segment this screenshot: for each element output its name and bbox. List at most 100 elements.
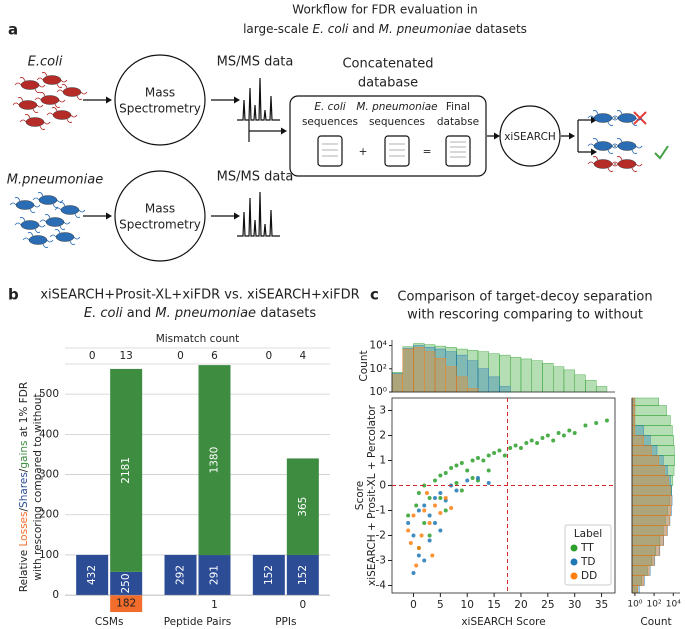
point [475, 456, 480, 460]
arrow-lines [83, 99, 592, 217]
database-item: Final [446, 101, 470, 113]
bacterium [49, 229, 81, 245]
subtitle-part: large-scale [243, 22, 312, 36]
flagella [54, 202, 86, 218]
chart-subtitle: E. coli and M. pneumoniae datasets [84, 306, 316, 321]
point [443, 471, 448, 475]
flagella [611, 138, 643, 154]
cell [617, 141, 637, 151]
point [406, 513, 411, 518]
point [486, 468, 491, 473]
hist-bar [445, 366, 457, 393]
operator: = [423, 146, 432, 158]
hist-bar [631, 475, 669, 486]
bar-segment [110, 595, 143, 613]
value-label: 365 [297, 497, 309, 517]
point [406, 521, 411, 525]
point [427, 521, 432, 525]
value-label: 0 [299, 599, 306, 611]
spectra-label: MS/MS data [217, 55, 294, 70]
flagella [587, 138, 619, 154]
flagella [587, 110, 619, 126]
flagella [22, 232, 54, 248]
cell [42, 75, 62, 85]
cell [593, 141, 613, 151]
doc-icon [317, 135, 343, 167]
y-tick-label: 200 [39, 509, 59, 521]
y-tick-label: 0 [52, 589, 59, 601]
flagella [32, 192, 64, 208]
cell [18, 100, 38, 110]
point [432, 496, 437, 500]
bacterium [39, 214, 71, 230]
database-item: M. pneumoniae [356, 101, 437, 113]
y-label-part: at 1% FDR [18, 382, 30, 441]
bacterium [14, 217, 46, 233]
mismatch-count: 0 [265, 350, 272, 362]
hist-bar [631, 397, 636, 406]
point [583, 423, 588, 428]
hist-bar [531, 360, 543, 393]
point [518, 446, 523, 450]
hist-bar [542, 363, 554, 393]
hist-bar [563, 369, 575, 393]
subtitle-part: M. pneumoniae [155, 306, 256, 321]
y-tick-label: 10⁰ [369, 386, 387, 398]
hist-bar [402, 348, 414, 393]
cell [617, 113, 637, 123]
legend-label: TD [580, 556, 596, 568]
x-tick-label: 10 [461, 599, 474, 611]
flagella [611, 156, 643, 172]
bacterium [46, 107, 78, 123]
value-label: 182 [116, 598, 136, 610]
point [459, 488, 464, 493]
point [419, 533, 424, 538]
flagella [12, 97, 44, 113]
hist-bar [631, 405, 667, 416]
point [481, 458, 486, 463]
point [454, 463, 459, 468]
hist-bar [434, 358, 446, 393]
hist-bar [631, 455, 659, 466]
hist-bar [631, 415, 636, 426]
point [432, 478, 437, 483]
doc-lines [322, 141, 466, 158]
plot-area [391, 397, 616, 594]
engine-label: xiSEARCH [504, 131, 556, 143]
point [438, 496, 443, 500]
y-label-part: / [18, 468, 30, 472]
legend-swatch [570, 544, 578, 552]
x-tick-label: 10² [647, 600, 662, 610]
cell [52, 110, 72, 120]
hist-bar [574, 374, 586, 393]
y-tick-label: 3 [379, 405, 386, 417]
reject-icon [633, 111, 647, 125]
bar-segment [198, 365, 231, 556]
point [408, 541, 413, 545]
hist-bar [631, 495, 672, 506]
bar-segment [110, 571, 143, 596]
cell [28, 235, 48, 245]
point [422, 558, 427, 563]
x-tick-label: 25 [541, 599, 554, 611]
value-label: 1380 [209, 447, 221, 474]
point [427, 513, 432, 518]
cell [617, 159, 637, 169]
x-tick-label: 10⁰ [627, 600, 642, 610]
flagella [49, 229, 81, 245]
cell [38, 195, 58, 205]
hist-bar [631, 405, 636, 416]
point [424, 491, 429, 495]
y-label-part: Shares [18, 472, 30, 508]
spectrum [237, 77, 280, 121]
point [572, 431, 577, 435]
hist-bar [631, 435, 644, 446]
hist-bar [595, 386, 608, 393]
hist-bar [424, 351, 436, 393]
x-tick-label: 0 [410, 599, 417, 611]
x-tick-label: 30 [568, 599, 581, 611]
cell [60, 205, 80, 215]
workflow-title: Workflow for FDR evaluation in [292, 3, 477, 17]
mismatch-count: 4 [299, 350, 306, 362]
bacterium [22, 232, 54, 248]
